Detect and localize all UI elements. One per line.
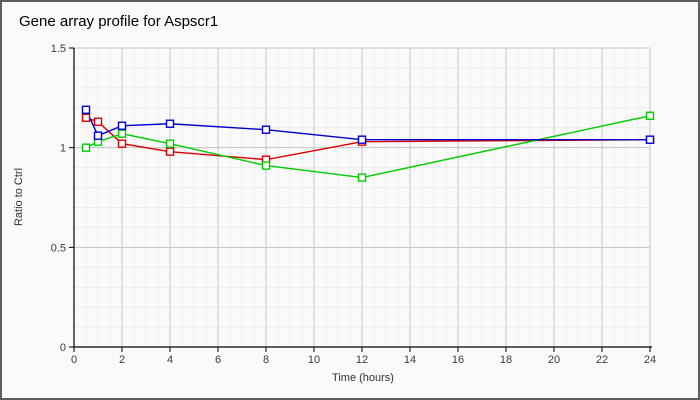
y-tick-label: 1.5 <box>51 43 66 55</box>
x-axis-label: Time (hours) <box>332 372 394 384</box>
data-point-blue-series <box>117 121 127 130</box>
x-tick-label: 20 <box>548 354 560 366</box>
x-tick-label: 14 <box>404 354 416 366</box>
data-point-green-series <box>645 111 655 120</box>
x-tick-label: 22 <box>596 354 608 366</box>
x-tick-label: 10 <box>308 354 320 366</box>
data-point-blue-series <box>645 135 655 144</box>
x-tick-label: 0 <box>71 354 77 366</box>
x-tick-label: 18 <box>500 354 512 366</box>
y-axis-label: Ratio to Ctrl <box>13 167 25 227</box>
data-point-green-series <box>261 161 271 170</box>
data-point-blue-series <box>261 125 271 134</box>
y-tick-label: 0.5 <box>51 242 66 254</box>
data-point-green-series <box>81 143 91 152</box>
data-point-blue-series <box>357 135 367 144</box>
x-tick-label: 2 <box>119 354 125 366</box>
data-point-blue-series <box>81 105 91 114</box>
x-tick-label: 6 <box>215 354 221 366</box>
data-point-red-series <box>117 139 127 148</box>
data-point-red-series <box>81 113 91 122</box>
x-tick-label: 12 <box>356 354 368 366</box>
chart-title: Gene array profile for Aspscr1 <box>19 13 219 30</box>
x-tick-label: 8 <box>263 354 269 366</box>
series-markers <box>81 105 655 182</box>
data-point-red-series <box>165 147 175 156</box>
x-tick-label: 24 <box>644 354 656 366</box>
data-point-red-series <box>93 117 103 126</box>
data-point-green-series <box>357 173 367 182</box>
y-tick-label: 0 <box>60 342 66 354</box>
x-tick-label: 4 <box>167 354 173 366</box>
data-point-green-series <box>165 139 175 148</box>
data-point-blue-series <box>93 131 103 140</box>
y-tick-label: 1 <box>60 143 66 155</box>
data-point-green-series <box>117 129 127 138</box>
axes <box>73 48 652 348</box>
data-point-blue-series <box>165 119 175 128</box>
x-tick-label: 16 <box>452 354 464 366</box>
major-gridlines <box>73 47 651 348</box>
